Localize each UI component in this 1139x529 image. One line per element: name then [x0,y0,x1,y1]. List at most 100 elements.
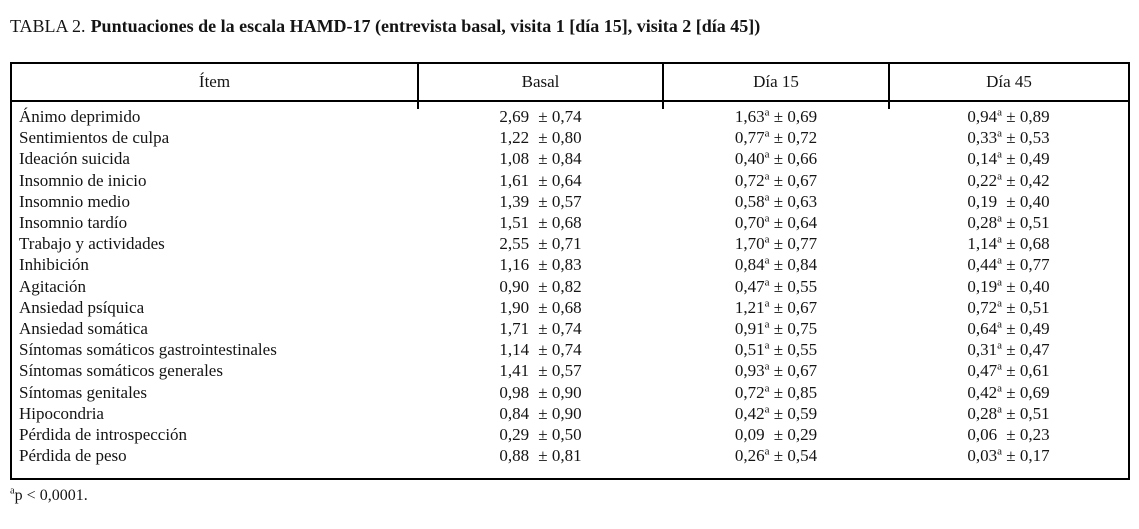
table-row: Trabajo y actividades 2,55a ± 0,71 1,70a ±… [11,233,1129,254]
significance-superscript: a [997,254,1003,267]
value-cell-dia15: 0,70a ± 0,64 [734,212,818,233]
value-cell-dia45: 0,42a ± 0,69 [967,381,1050,402]
item-cell: Síntomas somáticos generales [19,361,223,381]
table-row: Hipocondria 0,84a ± 0,90 0,42a ± 0,59 0,28a… [11,403,1129,424]
item-cell: Ansiedad somática [19,319,148,339]
value-cell-basal: 1,16a ± 0,83 [499,255,582,275]
table-row: Insomnio medio 1,39a ± 0,57 0,58a ± 0,63 0,… [11,191,1129,212]
significance-superscript: a [764,169,770,182]
table-row: Ánimo deprimido 2,69a ± 0,74 1,63a ± 0,69 0… [11,101,1129,127]
significance-superscript: a [764,381,770,394]
item-cell: Ánimo deprimido [19,107,141,126]
table-body: Ánimo deprimido 2,69a ± 0,74 1,63a ± 0,69 0… [11,101,1129,479]
item-cell: Síntomas genitales [19,382,147,402]
table-title-text: Puntuaciones de la escala HAMD-17 (entre… [90,16,761,36]
value-cell-dia15: 0,51a ± 0,55 [734,339,818,360]
table-row: Pérdida de peso 0,88a ± 0,81 0,26a ± 0,54 0… [11,445,1129,479]
item-cell: Inhibición [19,255,89,275]
item-cell: Agitación [19,276,87,296]
table-row: Ideación suicida 1,08a ± 0,84 0,40a ± 0,66… [11,148,1129,169]
header-row: Ítem Basal Día 15 Día 45 [11,63,1129,108]
significance-superscript: a [764,233,770,246]
significance-superscript: a [764,212,770,225]
value-cell-basal: 2,69a ± 0,74 [499,107,582,126]
significance-superscript: a [997,445,1003,458]
hamd17-scores-table: Ítem Basal Día 15 Día 45 Ánimo deprimido… [10,62,1130,481]
significance-superscript: a [997,381,1003,394]
table-row: Síntomas genitales 0,98a ± 0,90 0,72a ± 0,… [11,382,1129,403]
value-cell-dia45: 0,14a ± 0,49 [967,148,1050,169]
column-header-item: Ítem [11,63,419,108]
item-cell: Ideación suicida [19,149,130,169]
item-cell: Insomnio tardío [19,213,128,233]
table-row: Síntomas somáticos generales 1,41a ± 0,57… [11,360,1129,381]
value-cell-dia15: 1,63a ± 0,69 [734,106,818,126]
value-cell-basal: 0,29a ± 0,50 [499,425,582,445]
value-cell-dia45: 0,33a ± 0,53 [967,127,1050,148]
footnote-text: p < 0,0001. [14,487,88,504]
table-row: Agitación 0,90a ± 0,82 0,47a ± 0,55 0,19a ±… [11,276,1129,297]
significance-superscript: a [764,445,770,458]
item-cell: Hipocondria [19,403,104,423]
value-cell-basal: 1,41a ± 0,57 [499,361,582,381]
table-row: Ansiedad somática 1,71a ± 0,74 0,91a ± 0,7… [11,318,1129,339]
item-cell: Pérdida de peso [19,446,127,466]
significance-superscript: a [764,254,770,267]
value-cell-dia15: 1,21a ± 0,67 [734,297,818,317]
value-cell-dia45: 0,22a ± 0,42 [967,169,1050,190]
value-cell-dia45: 0,64a ± 0,49 [967,318,1050,339]
significance-superscript: a [997,275,1003,288]
table-title: TABLA 2. Puntuaciones de la escala HAMD-1… [10,16,760,37]
item-cell: Sentimientos de culpa [19,128,170,148]
value-cell-dia15: 0,91a ± 0,75 [734,318,818,339]
significance-superscript: a [764,106,770,119]
value-cell-basal: 2,55a ± 0,71 [499,234,582,254]
significance-superscript: a [997,148,1003,161]
value-cell-basal: 1,51a ± 0,68 [499,213,582,233]
value-cell-basal: 0,98a ± 0,90 [499,382,582,402]
significance-superscript: a [997,212,1003,225]
significance-superscript: a [997,297,1003,310]
item-cell: Pérdida de introspección [19,425,188,445]
significance-superscript: a [997,169,1003,182]
value-cell-dia15: 0,40a ± 0,66 [734,148,818,169]
item-cell: Insomnio de inicio [19,170,147,190]
value-cell-dia15: 1,70a ± 0,77 [734,233,818,254]
value-cell-basal: 1,14a ± 0,74 [499,340,582,360]
significance-superscript: a [997,339,1003,352]
value-cell-dia45: 0,19a ± 0,40 [967,191,1050,211]
value-cell-dia15: 0,84a ± 0,84 [734,254,818,275]
value-cell-dia15: 0,42a ± 0,59 [734,403,818,423]
value-cell-basal: 0,90a ± 0,82 [499,276,582,296]
table-row: Pérdida de introspección 0,29a ± 0,50 0,09… [11,424,1129,445]
table-row: Inhibición 1,16a ± 0,83 0,84a ± 0,84 0,44a … [11,254,1129,275]
significance-superscript: a [764,318,770,331]
table-row: Insomnio de inicio 1,61a ± 0,64 0,72a ± 0,… [11,170,1129,191]
significance-superscript: a [764,148,770,161]
item-cell: Insomnio medio [19,191,130,211]
significance-superscript: a [997,318,1003,331]
value-cell-dia15: 0,26a ± 0,54 [734,445,818,466]
value-cell-dia15: 0,93a ± 0,67 [734,360,818,381]
table-row: Insomnio tardío 1,51a ± 0,68 0,70a ± 0,64 0… [11,212,1129,233]
value-cell-dia45: 0,44a ± 0,77 [967,254,1050,275]
value-cell-dia45: 0,28a ± 0,51 [967,212,1050,233]
significance-superscript: a [764,275,770,288]
value-cell-basal: 1,71a ± 0,74 [499,319,582,339]
item-cell: Ansiedad psíquica [19,297,145,317]
item-cell: Síntomas somáticos gastrointestinales [19,340,277,360]
value-cell-basal: 1,39a ± 0,57 [499,191,582,211]
significance-superscript: a [997,233,1003,246]
table-row: Ansiedad psíquica 1,90a ± 0,68 1,21a ± 0,6… [11,297,1129,318]
significance-superscript: a [997,127,1003,140]
table-header: Ítem Basal Día 15 Día 45 [11,63,1129,108]
value-cell-dia45: 0,47a ± 0,61 [967,360,1050,381]
column-header-dia15: Día 15 [663,63,890,108]
value-cell-basal: 1,90a ± 0,68 [499,297,582,317]
value-cell-basal: 1,22a ± 0,80 [499,128,582,148]
value-cell-dia45: 1,14a ± 0,68 [967,233,1050,254]
significance-superscript: a [764,403,770,416]
footnote-superscript: a [10,485,15,497]
significance-superscript: a [764,191,770,204]
